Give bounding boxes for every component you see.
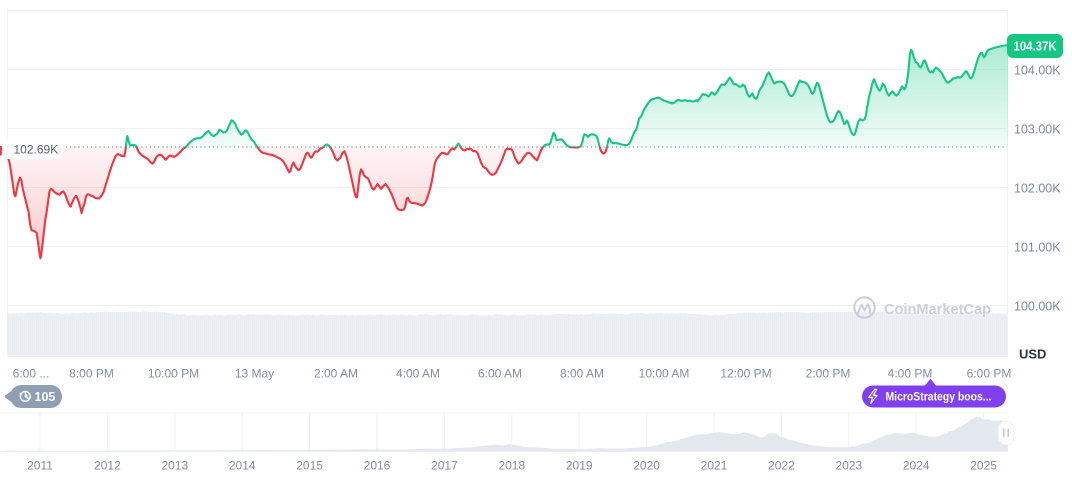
svg-text:100.00K: 100.00K (1014, 300, 1061, 314)
svg-text:8:00 AM: 8:00 AM (560, 366, 604, 380)
svg-text:13 May: 13 May (235, 366, 274, 380)
svg-text:6:00 AM: 6:00 AM (478, 366, 522, 380)
svg-text:101.00K: 101.00K (1014, 241, 1061, 255)
svg-text:2016: 2016 (364, 459, 391, 473)
svg-text:12:00 PM: 12:00 PM (720, 366, 771, 380)
svg-text:2018: 2018 (498, 459, 525, 473)
svg-text:2013: 2013 (161, 459, 188, 473)
svg-text:CoinMarketCap: CoinMarketCap (884, 302, 991, 318)
svg-text:2019: 2019 (566, 459, 593, 473)
svg-text:2:00 AM: 2:00 AM (314, 366, 358, 380)
svg-text:USD: USD (1019, 347, 1046, 362)
svg-text:103.00K: 103.00K (1014, 123, 1061, 137)
svg-text:10:00 PM: 10:00 PM (148, 366, 199, 380)
svg-text:2024: 2024 (903, 459, 930, 473)
svg-text:104.37K: 104.37K (1014, 39, 1057, 53)
svg-text:4:00 AM: 4:00 AM (396, 366, 440, 380)
svg-text:102.00K: 102.00K (1014, 182, 1061, 196)
svg-text:2021: 2021 (701, 459, 728, 473)
svg-text:105: 105 (35, 390, 56, 404)
svg-text:2011: 2011 (27, 459, 53, 473)
svg-text:2023: 2023 (835, 459, 862, 473)
svg-text:2020: 2020 (633, 459, 660, 473)
svg-text:4:00 PM: 4:00 PM (888, 366, 933, 380)
svg-text:MicroStrategy boos...: MicroStrategy boos... (886, 392, 992, 404)
svg-text:2:00 PM: 2:00 PM (806, 366, 851, 380)
svg-text:104.00K: 104.00K (1014, 64, 1061, 78)
svg-text:2012: 2012 (94, 459, 121, 473)
svg-text:10:00 AM: 10:00 AM (639, 366, 690, 380)
svg-text:6:00 PM: 6:00 PM (967, 366, 1012, 380)
svg-text:6:00 ...: 6:00 ... (13, 366, 50, 380)
svg-text:8:00 PM: 8:00 PM (69, 366, 114, 380)
svg-text:2015: 2015 (296, 459, 323, 473)
svg-text:2022: 2022 (768, 459, 795, 473)
svg-text:102.69K: 102.69K (14, 142, 59, 156)
svg-text:2025: 2025 (970, 459, 997, 473)
svg-text:2017: 2017 (431, 459, 458, 473)
svg-text:2014: 2014 (229, 459, 256, 473)
